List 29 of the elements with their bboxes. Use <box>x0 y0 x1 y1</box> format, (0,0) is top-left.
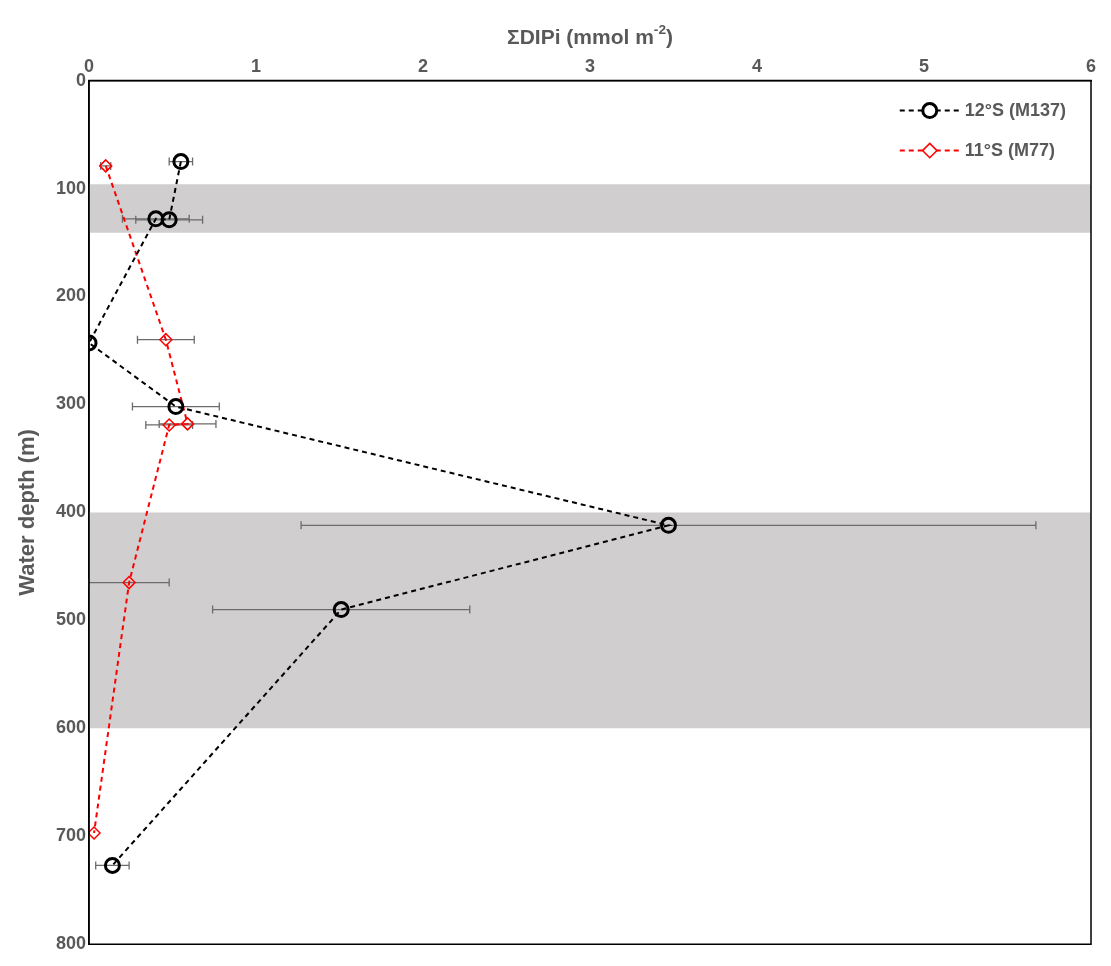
legend-label: 11°S (M77) <box>964 139 1056 160</box>
x-tick-label: 2 <box>418 55 429 76</box>
point <box>159 332 173 347</box>
y-tick-label: 100 <box>55 177 87 198</box>
y-tick-label: 700 <box>55 825 87 846</box>
y-tick-label: 200 <box>55 285 87 306</box>
point <box>122 575 136 590</box>
point <box>103 856 121 874</box>
x-tick-label: 6 <box>1085 55 1097 76</box>
y-tick-label: 800 <box>55 933 87 954</box>
point <box>332 601 350 619</box>
x-tick-label: 1 <box>251 55 262 76</box>
y-tick-label: 300 <box>55 393 87 414</box>
point <box>147 210 165 228</box>
x-tick-label: 4 <box>752 55 763 76</box>
point <box>180 417 195 431</box>
x-tick-label: 5 <box>919 55 930 76</box>
point <box>172 153 190 171</box>
legend-label: 12°S (M137) <box>964 99 1067 120</box>
y-tick-label: 500 <box>55 609 87 630</box>
point <box>162 418 176 432</box>
point <box>160 211 178 229</box>
point <box>89 826 101 840</box>
y-tick-label: 400 <box>55 501 87 522</box>
point <box>660 516 677 534</box>
x-tick-label: 3 <box>585 55 596 76</box>
y-axis-title: Water depth (m) <box>14 429 40 596</box>
point <box>167 398 185 416</box>
y-tick-label: 600 <box>55 717 87 738</box>
